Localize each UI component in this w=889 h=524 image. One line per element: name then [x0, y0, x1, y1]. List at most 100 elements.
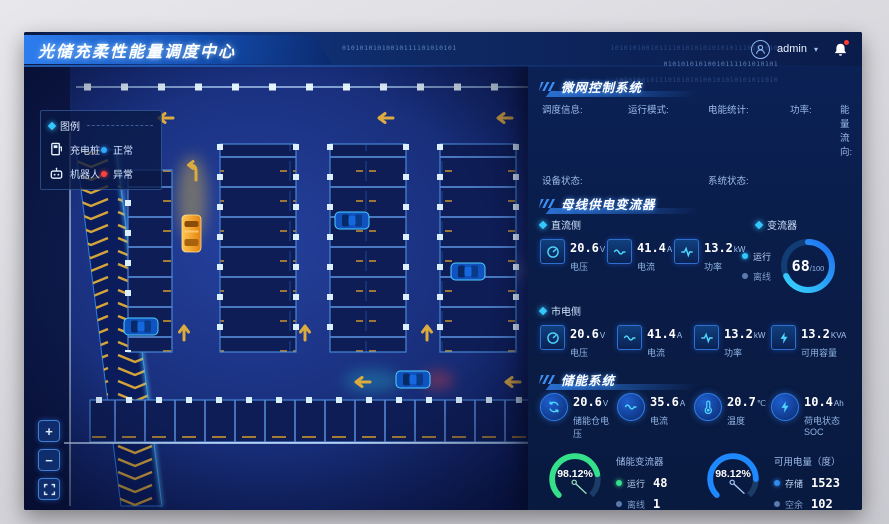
charger-icon — [51, 142, 63, 156]
stat-unit: KVA — [830, 331, 847, 340]
stat-value: 20.6 — [573, 395, 602, 409]
run-dot-icon — [742, 253, 748, 259]
store-dot-icon — [774, 480, 780, 486]
stat-value: 20.7 — [727, 395, 756, 409]
diamond-icon — [538, 220, 548, 229]
car-orange — [181, 214, 202, 253]
fullscreen-icon — [43, 483, 55, 495]
gauge-total: /100 — [809, 263, 825, 273]
grid-side-flag: 市电侧 — [538, 303, 850, 318]
gauge-icon — [540, 239, 565, 264]
stat-dc-power: 13.2kW 功率 — [674, 239, 745, 273]
stat-value: 41.4 — [647, 327, 676, 341]
legend-divider — [87, 125, 153, 126]
title-banner: 光储充柔性能量调度中心 — [24, 35, 332, 64]
stat-grid-capacity: 13.2KVA 可用容量 — [771, 325, 848, 359]
label-run-mode: 运行模式: — [628, 105, 669, 116]
thermometer-icon — [694, 393, 722, 421]
stat-unit: kW — [753, 331, 766, 340]
stat-unit: V — [599, 331, 606, 340]
car-blue-1 — [123, 317, 159, 336]
legend-abnormal-label: 异常 — [113, 170, 133, 181]
section-microgrid-header: 微网控制系统 — [538, 78, 850, 95]
stat-grid-voltage: 20.6V 电压 — [540, 325, 617, 359]
stat-unit: A — [666, 245, 673, 254]
diamond-icon — [754, 220, 764, 229]
stat-unit: V — [599, 245, 606, 254]
stat-label: 可用容量 — [801, 348, 838, 358]
legend-item-abnormal: 异常 — [101, 166, 153, 181]
section-storage-header: 储能系统 — [538, 371, 850, 388]
fullscreen-button[interactable] — [38, 478, 60, 500]
offline-label: 离线 — [627, 499, 646, 510]
converter-legend: 运行 离线 — [742, 250, 771, 283]
zoom-out-button[interactable]: − — [38, 449, 60, 471]
chevron-down-icon[interactable]: ▾ — [813, 44, 818, 54]
top-bar: 光储充柔性能量调度中心 01010101010010111101010101 1… — [24, 32, 862, 84]
converter-gauge: 68/100 — [779, 237, 837, 295]
diamond-icon — [538, 306, 548, 315]
stat-label: 荷电状态SOC — [804, 416, 841, 437]
user-area: admin ▾ — [751, 32, 849, 66]
app-window: 图例 充电桩 正常 机器人 异常 — [24, 32, 862, 510]
stat-storage-current: 35.6A 电流 — [617, 393, 694, 440]
slashes-icon — [538, 374, 557, 384]
bolt-icon — [771, 393, 799, 421]
stat-value: 35.6 — [650, 395, 679, 409]
run-label: 运行 — [753, 251, 772, 262]
stat-unit: ℃ — [756, 399, 766, 408]
bottom-stall-row — [64, 397, 534, 446]
legend-item-normal: 正常 — [101, 142, 153, 157]
stat-unit: Ah — [833, 399, 844, 408]
grid-stats: 20.6V 电压 41.4A 电流 13.2kW 功率 13.2KVA 可用容量 — [540, 325, 850, 359]
stat-value: 41.4 — [637, 241, 666, 255]
map-controls: + − — [38, 420, 60, 500]
abnormal-dot-icon — [101, 170, 107, 177]
map-legend: 图例 充电桩 正常 机器人 异常 — [40, 110, 162, 190]
gauge-value: 98.12% — [715, 468, 751, 480]
dc-stats: 20.6V 电压 41.4A 电流 13.2kW 功率 — [540, 239, 745, 273]
offline-dot-icon — [742, 273, 748, 279]
right-panel: 微网控制系统 调度信息: 运行模式: 电能统计: 功率: 能量流向: 设备状态:… — [528, 66, 862, 510]
robot-icon — [50, 166, 63, 179]
stat-dc-voltage: 20.6V 电压 — [540, 239, 607, 273]
bolt-icon — [771, 325, 796, 350]
store-label: 存储 — [785, 478, 804, 489]
converter-flag: 变流器 — [754, 217, 850, 232]
stat-unit: V — [602, 399, 609, 408]
stat-storage-voltage: 20.6V 储能仓电压 — [540, 393, 617, 440]
offline-label: 离线 — [753, 271, 772, 282]
stat-storage-temp: 20.7℃ 温度 — [694, 393, 771, 440]
section-title: 储能系统 — [561, 373, 616, 388]
notification-badge — [844, 39, 849, 45]
parking-map[interactable]: 图例 充电桩 正常 机器人 异常 — [24, 66, 534, 510]
label-device-status: 设备状态: — [542, 176, 583, 187]
legend-title: 储能变流器 — [616, 457, 664, 468]
stat-storage-soc: 10.4Ah 荷电状态SOC — [771, 393, 848, 440]
stat-label: 功率 — [704, 262, 723, 272]
stat-value: 10.4 — [804, 395, 833, 409]
store-value: 1523 — [811, 476, 840, 490]
offline-dot-icon — [616, 501, 622, 507]
car-blue-2 — [334, 211, 370, 230]
microgrid-labels: 调度信息: 运行模式: 电能统计: 功率: 能量流向: 设备状态: 系统状态: — [542, 102, 852, 187]
free-dot-icon — [774, 501, 780, 507]
run-dot-icon — [616, 480, 622, 486]
user-avatar[interactable] — [751, 39, 771, 59]
stat-value: 13.2 — [801, 327, 830, 341]
binary-decoration-right: 10101010010111101010101010101110101010 0… — [610, 44, 779, 84]
label-power: 功率: — [790, 105, 812, 116]
notification-bell[interactable] — [833, 39, 849, 57]
zoom-in-button[interactable]: + — [38, 420, 60, 442]
legend-normal-label: 正常 — [113, 146, 133, 157]
page-title: 光储充柔性能量调度中心 — [38, 43, 237, 61]
wave-icon — [617, 393, 645, 421]
store-rate-gauge: 98.12% 存储率 — [698, 448, 768, 510]
free-label: 空余 — [785, 499, 804, 510]
label-dispatch-info: 调度信息: — [542, 105, 583, 116]
stat-label: 电流 — [637, 262, 656, 272]
stat-unit: kW — [733, 245, 746, 254]
car-blue-3 — [450, 262, 486, 281]
stat-value: 20.6 — [570, 241, 599, 255]
storage-converter-legend: 储能变流器 运行 48 离线 1 — [616, 448, 692, 510]
